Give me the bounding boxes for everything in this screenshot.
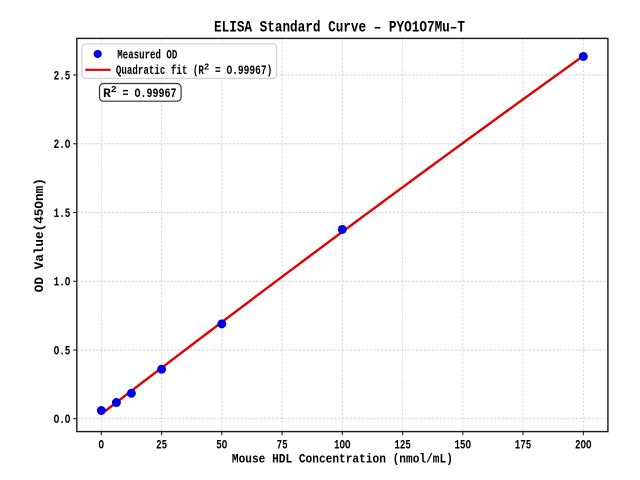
svg-text:1.O: 1.O xyxy=(54,275,71,290)
svg-text:175: 175 xyxy=(515,437,532,452)
svg-text:125: 125 xyxy=(394,437,411,452)
svg-text:2OO: 2OO xyxy=(575,437,592,452)
svg-text:OD Value(45Onm): OD Value(45Onm) xyxy=(32,178,47,292)
svg-text:Measured OD: Measured OD xyxy=(117,48,177,62)
svg-text:O.O: O.O xyxy=(54,412,71,427)
svg-text:Mouse HDL Concentration (nmol/: Mouse HDL Concentration (nmol/mL) xyxy=(232,452,453,467)
svg-text:1OO: 1OO xyxy=(334,437,351,452)
svg-text:2.O: 2.O xyxy=(54,137,71,152)
svg-text:75: 75 xyxy=(277,437,288,452)
svg-text:5O: 5O xyxy=(216,437,227,452)
svg-text:2.5: 2.5 xyxy=(54,68,71,83)
svg-text:R2 = O.99967: R2 = O.99967 xyxy=(103,84,177,101)
svg-text:Quadratic fit (R2 = O.99967): Quadratic fit (R2 = O.99967) xyxy=(116,63,272,79)
svg-text:ELISA Standard Curve – PYO1O7M: ELISA Standard Curve – PYO1O7Mu–T xyxy=(214,19,465,37)
svg-text:15O: 15O xyxy=(455,437,472,452)
svg-text:O.5: O.5 xyxy=(54,343,71,358)
svg-text:O: O xyxy=(99,437,105,452)
svg-text:25: 25 xyxy=(156,437,167,452)
svg-text:1.5: 1.5 xyxy=(54,206,71,221)
